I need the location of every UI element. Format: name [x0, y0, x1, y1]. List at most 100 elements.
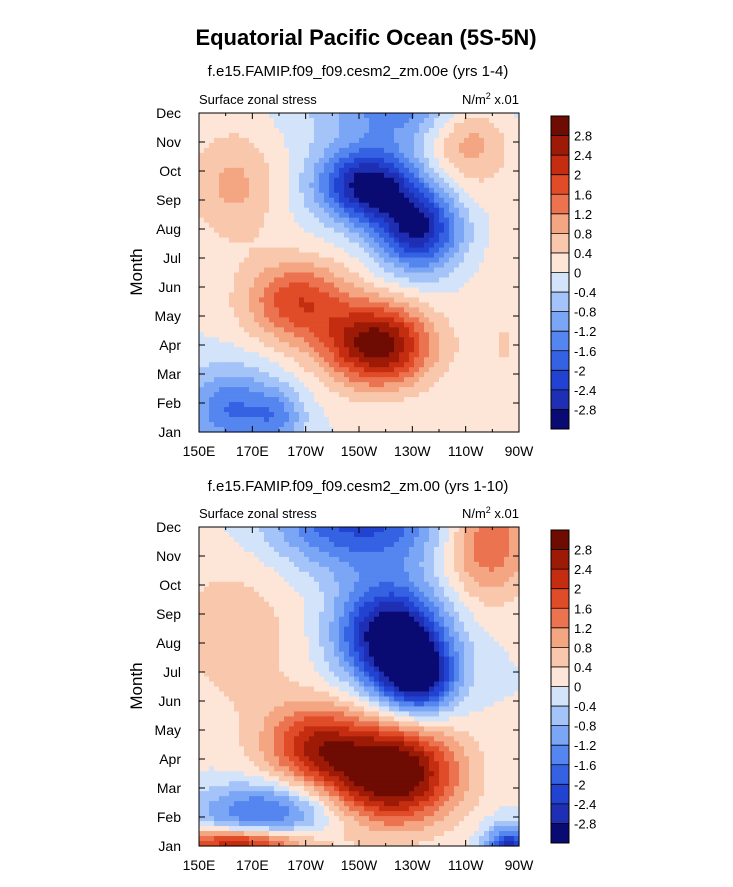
contour-cell	[374, 253, 380, 259]
contour-cell	[504, 342, 510, 348]
contour-cell	[279, 248, 285, 254]
contour-cell	[289, 417, 295, 423]
contour-cell	[329, 527, 335, 533]
contour-cell	[334, 292, 340, 298]
contour-cell	[319, 402, 325, 408]
contour-cell	[464, 248, 470, 254]
contour-cell	[509, 253, 515, 259]
contour-cell	[384, 337, 390, 343]
contour-cell	[244, 218, 250, 224]
contour-cell	[439, 148, 445, 154]
contour-cell	[424, 387, 430, 393]
contour-cell	[439, 362, 445, 368]
contour-cell	[314, 233, 320, 239]
contour-cell	[269, 332, 275, 338]
y-tick-label: Oct	[159, 163, 181, 179]
contour-cell	[474, 183, 480, 189]
contour-cell	[274, 317, 280, 323]
contour-cell	[239, 332, 245, 338]
contour-cell	[199, 397, 205, 403]
contour-cell	[309, 377, 315, 383]
contour-cell	[489, 352, 495, 358]
contour-cell	[509, 123, 515, 129]
contour-cell	[339, 567, 345, 573]
contour-cell	[309, 412, 315, 418]
contour-cell	[239, 402, 245, 408]
contour-cell	[374, 287, 380, 293]
contour-cell	[329, 542, 335, 548]
contour-cell	[439, 138, 445, 144]
contour-cell	[224, 537, 230, 543]
contour-cell	[364, 402, 370, 408]
contour-cell	[214, 223, 220, 229]
contour-cell	[469, 392, 475, 398]
contour-cell	[344, 317, 350, 323]
contour-cell	[454, 577, 460, 583]
contour-cell	[414, 138, 420, 144]
contour-cell	[239, 282, 245, 288]
contour-cell	[414, 302, 420, 308]
contour-cell	[449, 537, 455, 543]
contour-cell	[319, 133, 325, 139]
contour-cell	[234, 143, 240, 149]
contour-cell	[444, 382, 450, 388]
contour-cell	[344, 322, 350, 328]
contour-cell	[229, 362, 235, 368]
contour-cell	[409, 178, 415, 184]
contour-cell	[509, 317, 515, 323]
contour-cell	[234, 302, 240, 308]
contour-cell	[439, 527, 445, 533]
contour-cell	[389, 352, 395, 358]
contour-cell	[424, 118, 430, 124]
contour-cell	[489, 118, 495, 124]
contour-cell	[264, 193, 270, 199]
contour-cell	[334, 287, 340, 293]
contour-cell	[424, 173, 430, 179]
contour-cell	[439, 542, 445, 548]
contour-cell	[419, 537, 425, 543]
contour-cell	[369, 317, 375, 323]
contour-cell	[204, 113, 210, 119]
contour-cell	[214, 213, 220, 219]
contour-cell	[399, 527, 405, 533]
contour-cell	[364, 417, 370, 423]
contour-cell	[309, 208, 315, 214]
contour-cell	[204, 218, 210, 224]
contour-cell	[289, 372, 295, 378]
contour-cell	[379, 128, 385, 134]
contour-cell	[304, 337, 310, 343]
contour-cell	[199, 327, 205, 333]
contour-cell	[494, 153, 500, 159]
contour-cell	[394, 198, 400, 204]
contour-cell	[199, 557, 205, 563]
contour-cell	[414, 203, 420, 209]
contour-cell	[249, 337, 255, 343]
contour-cell	[369, 322, 375, 328]
contour-cell	[459, 562, 465, 568]
contour-cell	[414, 277, 420, 283]
contour-cell	[279, 173, 285, 179]
contour-cell	[284, 292, 290, 298]
contour-cell	[429, 253, 435, 259]
contour-cell	[309, 567, 315, 573]
contour-cell	[284, 123, 290, 129]
contour-cell	[254, 367, 260, 373]
contour-cell	[494, 273, 500, 279]
contour-cell	[494, 377, 500, 383]
contour-cell	[319, 203, 325, 209]
contour-cell	[379, 183, 385, 189]
contour-cell	[269, 143, 275, 149]
contour-cell	[274, 243, 280, 249]
contour-cell	[199, 372, 205, 378]
contour-cell	[254, 153, 260, 159]
contour-cell	[464, 567, 470, 573]
contour-cell	[204, 158, 210, 164]
contour-cell	[494, 208, 500, 214]
contour-cell	[284, 377, 290, 383]
contour-cell	[349, 268, 355, 274]
contour-cell	[494, 332, 500, 338]
contour-cell	[509, 412, 515, 418]
contour-cell	[274, 163, 280, 169]
contour-cell	[459, 577, 465, 583]
contour-cell	[264, 312, 270, 318]
